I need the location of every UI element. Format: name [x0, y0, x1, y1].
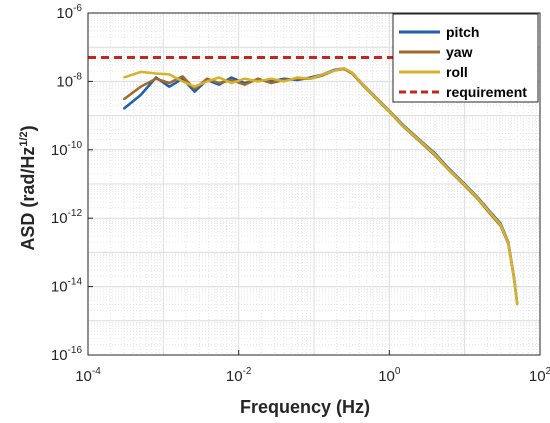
plot-frame: [87, 12, 541, 356]
data-point-pitch: [123, 107, 125, 110]
data-point-roll: [489, 212, 492, 215]
data-point-roll: [477, 197, 479, 200]
data-point-pitch: [168, 85, 171, 88]
data-point-roll: [362, 84, 365, 86]
data-point-roll: [243, 77, 246, 80]
y-tick-label: 10-10: [51, 140, 83, 159]
data-point-roll: [513, 276, 515, 278]
data-point-roll: [296, 76, 299, 79]
data-point-roll: [499, 223, 502, 226]
data-point-yaw: [257, 77, 259, 80]
data-point-yaw: [168, 82, 171, 84]
data-point-roll: [433, 153, 436, 156]
data-point-roll: [447, 167, 449, 170]
y-axis-label-close: ): [18, 125, 38, 131]
y-tick-exponent: -12: [68, 208, 83, 219]
data-point-roll: [351, 71, 353, 74]
data-point-yaw: [206, 77, 208, 80]
data-point-roll: [123, 76, 125, 79]
data-point-roll: [463, 183, 466, 186]
data-point-roll: [181, 80, 184, 83]
y-tick-base: 10: [56, 5, 73, 22]
x-tick-label: 100: [378, 366, 401, 385]
y-tick-label: 10-12: [51, 208, 83, 227]
data-point-yaw: [181, 75, 184, 78]
data-point-roll: [507, 242, 510, 244]
data-point-yaw: [123, 98, 125, 101]
data-point-pitch: [218, 83, 221, 86]
y-tick-base: 10: [51, 210, 68, 227]
y-tick-base: 10: [51, 142, 68, 159]
legend-label-pitch: pitch: [446, 24, 479, 40]
data-point-roll: [168, 73, 171, 76]
y-tick-exponent: -8: [73, 71, 82, 82]
data-point-yaw: [243, 83, 246, 86]
data-point-roll: [139, 71, 142, 73]
legend-label-yaw: yaw: [446, 44, 473, 60]
data-point-roll: [343, 67, 345, 70]
grid: [87, 13, 540, 356]
data-point-roll: [516, 303, 519, 306]
x-tick-base: 10: [529, 368, 546, 385]
x-tick-label: 102: [529, 366, 550, 385]
data-point-roll: [206, 80, 208, 83]
y-tick-label: 10-8: [56, 71, 82, 90]
y-axis-label-main: ASD (rad/Hz: [18, 147, 38, 251]
data-point-pitch: [193, 90, 196, 93]
data-point-yaw: [155, 77, 157, 80]
data-point-roll: [418, 139, 421, 142]
y-tick-exponent: -16: [68, 345, 83, 356]
y-tick-exponent: -14: [68, 277, 83, 288]
x-tick-exponent: 2: [546, 366, 550, 377]
x-tick-base: 10: [378, 368, 395, 385]
y-tick-label: 10-6: [56, 3, 82, 22]
y-tick-base: 10: [56, 73, 73, 90]
x-tick-label: 10-4: [75, 366, 101, 385]
legend-label-roll: roll: [446, 64, 468, 80]
data-area: [88, 55, 540, 306]
data-point-roll: [283, 80, 285, 83]
data-point-yaw: [270, 82, 273, 84]
data-point-yaw: [218, 82, 221, 84]
data-point-roll: [376, 98, 379, 101]
data-point-yaw: [139, 85, 142, 88]
y-tick-label: 10-16: [51, 345, 83, 364]
y-tick-exponent: -6: [73, 3, 82, 14]
data-point-roll: [193, 85, 196, 88]
x-tick-exponent: -2: [243, 366, 252, 377]
data-point-roll: [309, 77, 312, 80]
data-point-roll: [230, 82, 233, 84]
legend: pitch yaw roll requirement: [392, 13, 539, 103]
data-point-roll: [388, 110, 391, 112]
y-axis-label: ASD (rad/Hz1/2): [18, 125, 38, 250]
y-tick-base: 10: [51, 347, 68, 364]
data-point-pitch: [230, 76, 233, 79]
x-tick-exponent: 0: [395, 366, 401, 377]
data-point-roll: [401, 124, 404, 127]
y-tick-base: 10: [51, 279, 68, 296]
x-tick-label: 10-2: [226, 366, 252, 385]
x-tick-base: 10: [226, 368, 243, 385]
y-tick-label: 10-14: [51, 277, 83, 296]
y-tick-exponent: -10: [68, 140, 83, 151]
x-tick-exponent: -4: [92, 366, 101, 377]
data-point-roll: [257, 80, 259, 83]
x-tick-base: 10: [75, 368, 92, 385]
data-point-roll: [321, 73, 324, 76]
legend-box: [392, 13, 539, 103]
data-point-roll: [155, 72, 157, 75]
data-point-roll: [334, 69, 336, 72]
legend-label-requirement: requirement: [446, 84, 527, 100]
data-point-roll: [270, 77, 273, 80]
data-point-yaw: [193, 88, 196, 90]
axis-ticks: 10-4 10-2 100 10210-610-810-1010-1210-1410-…: [51, 3, 550, 385]
data-point-yaw: [230, 79, 233, 81]
y-axis-label-exponent: 1/2: [18, 131, 30, 146]
x-axis-label: Frequency (Hz): [240, 397, 370, 417]
data-point-pitch: [139, 94, 142, 96]
data-point-roll: [218, 76, 221, 79]
